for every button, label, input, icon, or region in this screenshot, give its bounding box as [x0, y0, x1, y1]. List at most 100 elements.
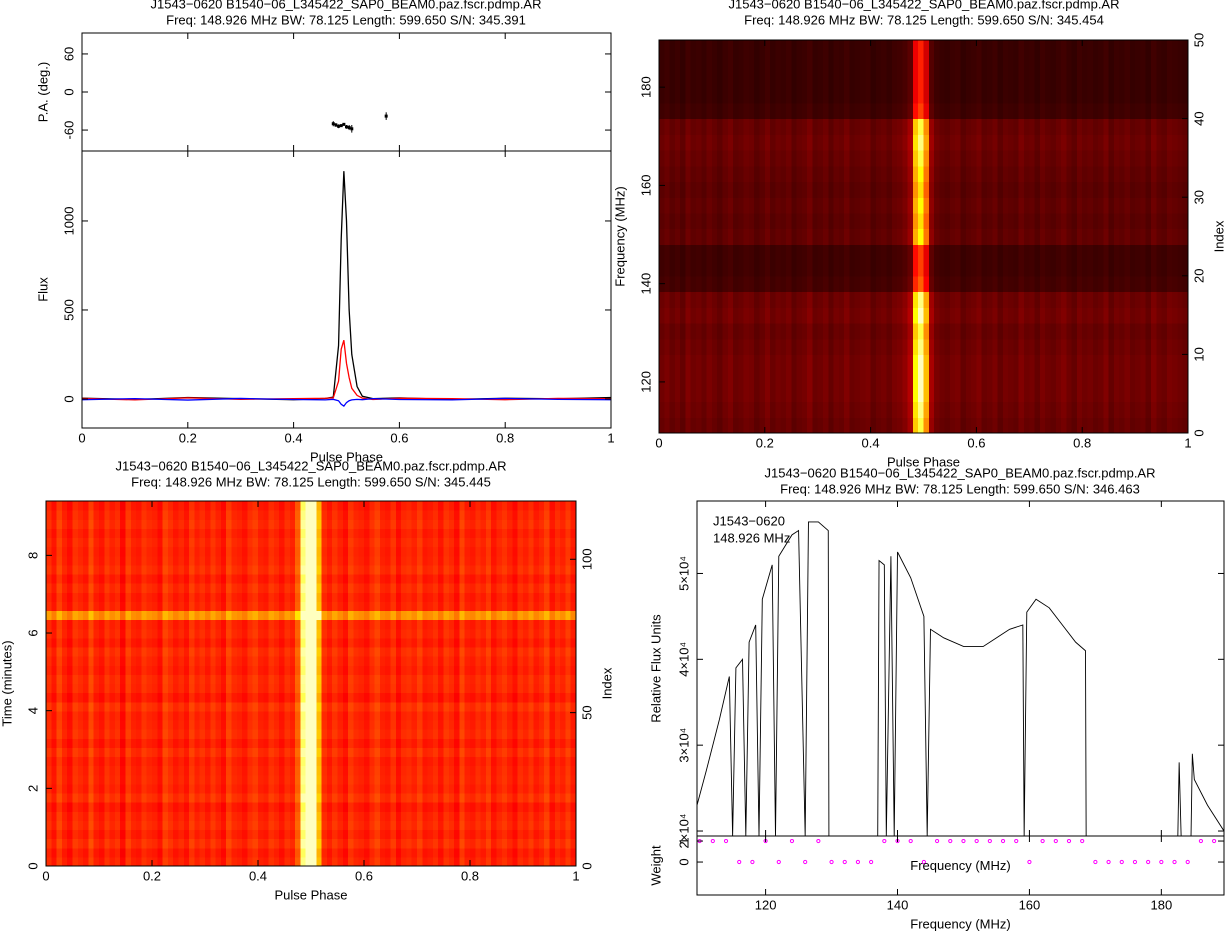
heatmap-cell — [833, 71, 840, 88]
heatmap-cell — [411, 683, 418, 694]
heatmap-cell — [342, 710, 349, 721]
heatmap-cell — [849, 322, 856, 340]
heatmap-cell — [395, 820, 402, 831]
heatmap-cell — [912, 291, 919, 308]
heatmap-cell — [886, 55, 893, 73]
heatmap-cell — [854, 118, 861, 135]
heatmap-cell — [72, 838, 79, 849]
heatmap-cell — [912, 260, 919, 277]
heatmap-cell — [157, 793, 164, 803]
heatmap-cell — [801, 134, 808, 151]
heatmap-cell — [743, 134, 750, 151]
heatmap-cell — [448, 829, 455, 840]
heatmap-cell — [348, 647, 354, 657]
heatmap-cell — [231, 656, 238, 666]
heatmap-cell — [565, 811, 572, 821]
heatmap-cell — [295, 647, 301, 657]
heatmap-cell — [1182, 181, 1189, 198]
heatmap-cell — [833, 401, 840, 418]
heatmap-cell — [986, 212, 993, 230]
heatmap-cell — [717, 118, 724, 135]
heatmap-cell — [332, 656, 339, 666]
heatmap-cell — [690, 150, 697, 167]
heatmap-cell — [273, 838, 280, 849]
heatmap-cell — [971, 385, 977, 403]
heatmap-cell — [748, 197, 755, 214]
heatmap-cell — [104, 683, 111, 694]
heatmap-cell — [1082, 150, 1089, 167]
heatmap-cell — [554, 765, 561, 776]
heatmap-cell — [321, 793, 328, 803]
heatmap-cell — [284, 783, 291, 794]
heatmap-cell — [544, 811, 551, 821]
heatmap-cell — [748, 370, 755, 387]
heatmap-cell — [807, 71, 814, 88]
heatmap-cell — [305, 674, 312, 685]
heatmap-cell — [263, 793, 270, 803]
heatmap-cell — [822, 150, 829, 167]
heatmap-cell — [263, 710, 270, 721]
heatmap-cell — [369, 820, 376, 831]
heatmap-cell — [1140, 71, 1147, 88]
heatmap-cell — [125, 856, 132, 867]
heatmap-cell — [1002, 322, 1009, 340]
heatmap-cell — [448, 656, 455, 666]
heatmap-cell — [427, 820, 434, 831]
heatmap-cell — [754, 55, 761, 73]
heatmap-cell — [801, 150, 808, 167]
heatmap-cell — [411, 738, 418, 748]
heatmap-cell — [485, 793, 492, 803]
heatmap-cell — [796, 385, 803, 403]
heatmap-cell — [236, 692, 243, 703]
heatmap-cell — [1061, 118, 1067, 135]
heatmap-cell — [523, 820, 529, 831]
heatmap-cell — [491, 738, 498, 748]
heatmap-cell — [565, 820, 572, 831]
heatmap-cell — [358, 838, 365, 849]
heatmap-cell — [1166, 165, 1173, 183]
heatmap-cell — [733, 165, 739, 183]
heatmap-cell — [907, 338, 914, 355]
heatmap-cell — [1050, 197, 1057, 214]
heatmap-cell — [1087, 102, 1094, 120]
heatmap-cell — [1008, 370, 1015, 387]
heatmap-cell — [971, 197, 977, 214]
heatmap-cell — [353, 811, 360, 821]
heatmap-cell — [549, 665, 556, 675]
heatmap-cell — [141, 793, 148, 803]
heatmap-cell — [923, 291, 930, 308]
heatmap-cell — [928, 417, 935, 434]
heatmap-cell — [1172, 71, 1179, 88]
heatmap-cell — [141, 838, 148, 849]
heatmap-cell — [1156, 244, 1163, 261]
heatmap-cell — [109, 811, 116, 821]
heatmap-cell — [674, 385, 681, 403]
heatmap-cell — [438, 674, 445, 685]
heatmap-cell — [1166, 134, 1173, 151]
heatmap-cell — [1034, 165, 1041, 183]
heatmap-cell — [1039, 102, 1046, 120]
heatmap-cell — [791, 212, 798, 230]
heatmap-cell — [544, 747, 551, 758]
heatmap-cell — [146, 811, 153, 821]
heatmap-cell — [443, 783, 450, 794]
heatmap-cell — [533, 720, 540, 730]
heatmap-cell — [231, 838, 238, 849]
heatmap-cell — [1108, 87, 1115, 104]
heatmap-cell — [114, 683, 121, 694]
heatmap-cell — [775, 338, 782, 355]
heatmap-cell — [61, 747, 68, 758]
heatmap-cell — [1002, 150, 1009, 167]
heatmap-cell — [443, 856, 450, 867]
heatmap-cell — [210, 756, 217, 767]
heatmap-cell — [680, 401, 687, 418]
heatmap-cell — [480, 847, 487, 858]
heatmap-cell — [706, 150, 713, 167]
heatmap-cell — [501, 829, 508, 840]
heatmap-cell — [528, 847, 535, 858]
heatmap-cell — [215, 729, 222, 739]
heatmap-cell — [1161, 134, 1168, 151]
heatmap-cell — [1140, 275, 1147, 293]
heatmap-cell — [833, 150, 840, 167]
heatmap-cell — [406, 665, 413, 675]
